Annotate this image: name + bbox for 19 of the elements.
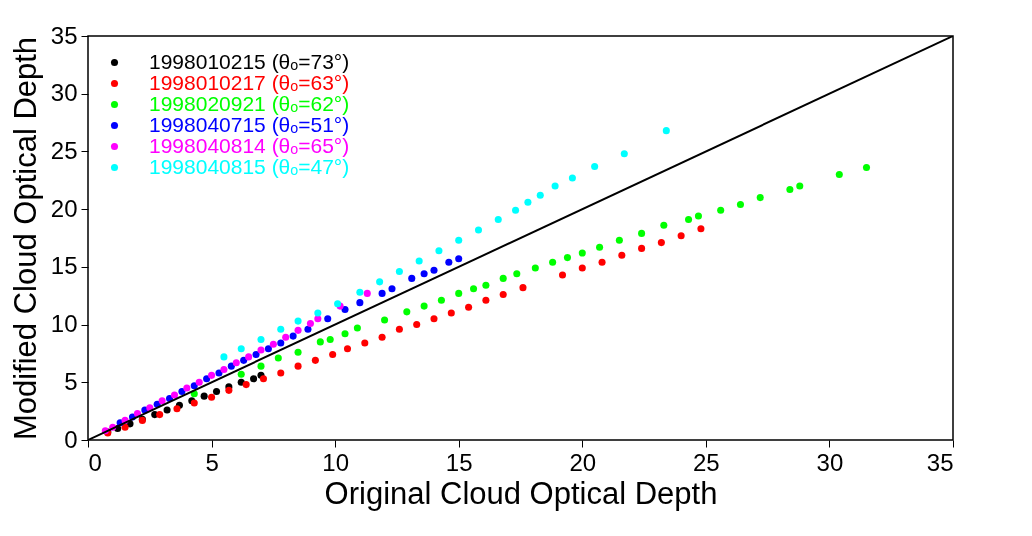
x-tick-label: 10: [322, 448, 349, 476]
x-tick-label: 0: [88, 448, 102, 476]
y-tick-label: 30: [50, 79, 78, 107]
y-tick-label: 20: [50, 194, 78, 222]
x-axis-title: Original Cloud Optical Depth: [324, 475, 718, 511]
x-tick-label: 25: [693, 448, 720, 476]
x-tick-label: 15: [445, 448, 473, 476]
y-tick-label: 15: [50, 252, 78, 280]
y-tick-label: 25: [50, 136, 78, 164]
x-tick-label: 30: [816, 448, 844, 476]
legend-label: 1998010215 (θₒ=73°): [149, 49, 350, 73]
y-tick-label: 35: [50, 21, 78, 49]
y-axis-title: Modified Cloud Optical Depth: [7, 36, 43, 441]
x-tick-label: 35: [926, 448, 954, 476]
x-tick-label: 20: [569, 448, 597, 476]
y-tick-label: 0: [64, 425, 78, 453]
y-tick-label: 10: [50, 310, 78, 338]
y-tick-label: 5: [64, 367, 78, 395]
x-tick-label: 5: [205, 448, 219, 476]
